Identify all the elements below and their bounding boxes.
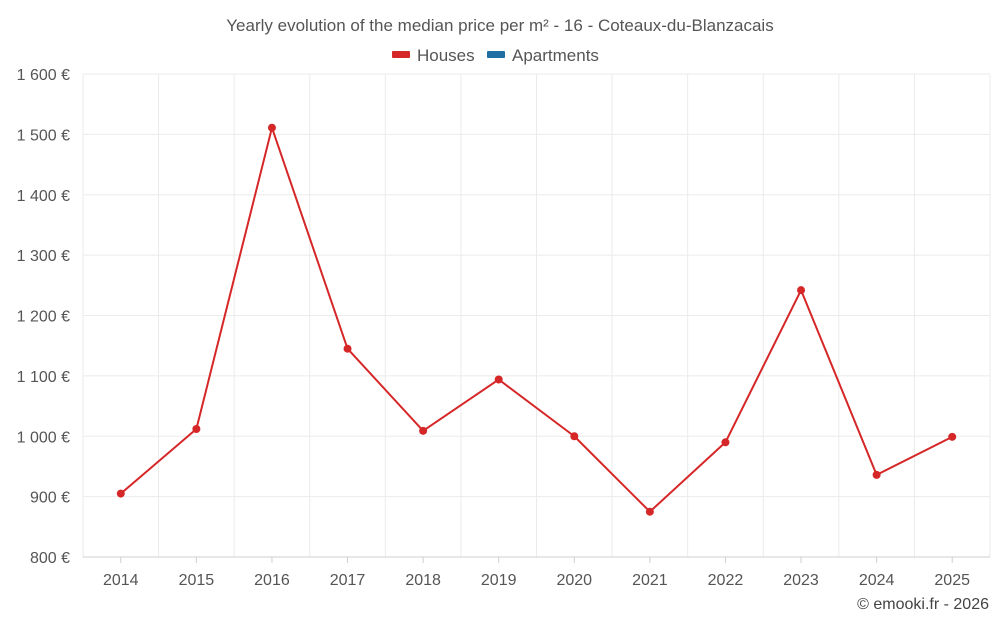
data-point-houses[interactable] xyxy=(645,507,654,516)
x-tick-label: 2023 xyxy=(783,572,819,589)
legend-swatch-apartments xyxy=(487,51,505,58)
data-point-houses[interactable] xyxy=(721,438,730,447)
y-tick-label: 1 000 € xyxy=(17,429,70,446)
legend: Houses Apartments xyxy=(392,46,599,65)
chart-title: Yearly evolution of the median price per… xyxy=(226,16,773,35)
y-tick-label: 1 300 € xyxy=(17,248,70,265)
x-tick-label: 2014 xyxy=(103,572,139,589)
data-point-houses[interactable] xyxy=(948,432,957,441)
x-tick-label: 2024 xyxy=(859,572,895,589)
x-tick-label: 2016 xyxy=(254,572,290,589)
x-axis: 2014 2015 2016 2017 2018 2019 2020 2021 2022 2023… xyxy=(83,556,990,589)
x-tick-label: 2022 xyxy=(708,572,744,589)
data-point-houses[interactable] xyxy=(797,286,806,295)
legend-item-houses[interactable]: Houses xyxy=(392,46,475,65)
data-point-houses[interactable] xyxy=(267,123,276,132)
x-tick-label: 2015 xyxy=(179,572,215,589)
x-tick-label: 2017 xyxy=(330,572,366,589)
x-tick-label: 2020 xyxy=(556,572,592,589)
y-axis: 800 € 900 € 1 000 € 1 100 € 1 200 € 1 300 € 1 … xyxy=(17,67,70,567)
data-point-houses[interactable] xyxy=(570,432,579,441)
credit-text: © emooki.fr - 2026 xyxy=(857,596,989,613)
x-tick-label: 2019 xyxy=(481,572,517,589)
legend-item-apartments[interactable]: Apartments xyxy=(487,46,599,65)
x-tick-label: 2021 xyxy=(632,572,668,589)
legend-label-apartments: Apartments xyxy=(512,46,599,65)
y-tick-label: 1 100 € xyxy=(17,369,70,386)
series-layer xyxy=(116,123,957,516)
x-tick-label: 2018 xyxy=(405,572,441,589)
data-point-houses[interactable] xyxy=(494,375,503,384)
y-tick-label: 1 500 € xyxy=(17,127,70,144)
data-point-houses[interactable] xyxy=(343,344,352,353)
y-tick-label: 800 € xyxy=(30,550,70,567)
legend-swatch-houses xyxy=(392,51,410,58)
data-point-houses[interactable] xyxy=(872,470,881,479)
horizontal-gridlines xyxy=(83,73,990,498)
y-tick-label: 1 600 € xyxy=(17,67,70,84)
y-tick-label: 1 400 € xyxy=(17,188,70,205)
series-line-houses xyxy=(120,126,953,513)
y-tick-label: 900 € xyxy=(30,490,70,507)
legend-label-houses: Houses xyxy=(417,46,475,65)
x-tick-label: 2025 xyxy=(934,572,970,589)
data-point-houses[interactable] xyxy=(192,425,201,434)
data-point-houses[interactable] xyxy=(419,426,428,435)
data-point-houses[interactable] xyxy=(116,489,125,498)
y-tick-label: 1 200 € xyxy=(17,309,70,326)
